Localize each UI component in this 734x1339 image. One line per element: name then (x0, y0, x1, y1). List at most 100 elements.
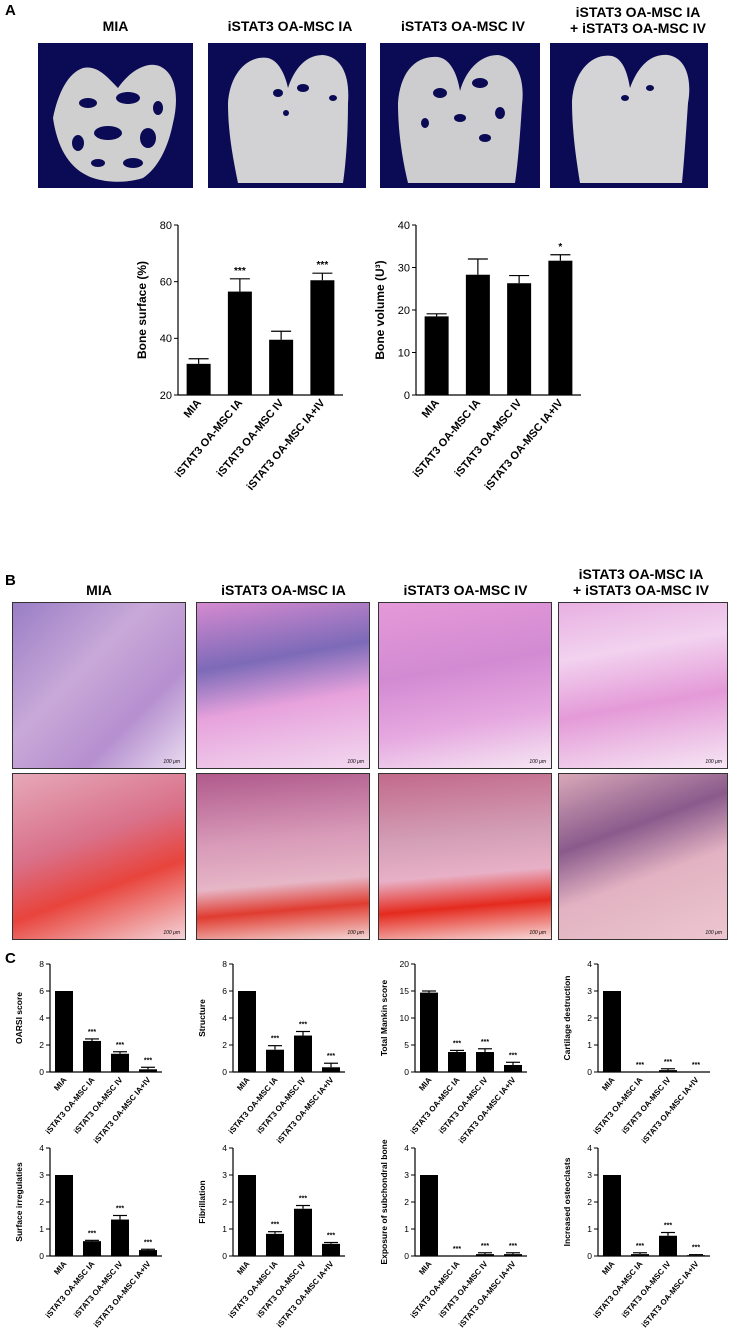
significance-label: *** (481, 1243, 489, 1250)
structure-chart: 0 2 4 6 8 Structure MIA *** iSTAT3 OA-MSC IA *** i… (197, 959, 345, 1145)
significance-label: *** (453, 1040, 461, 1047)
bar (659, 1070, 677, 1072)
significance-label: *** (636, 1243, 644, 1250)
col-title-ia: iSTAT3 OA-MSC IA (227, 18, 353, 34)
y-tick-label: 4 (587, 959, 592, 969)
category-label: iSTAT3 OA-MSC IA (409, 1075, 462, 1136)
significance-label: *** (116, 1042, 124, 1049)
femur-render (228, 55, 349, 183)
fibrillation-chart: 0 1 2 3 4 Fibrillation MIA *** iSTAT3 OA-MSC IA *… (197, 1143, 345, 1329)
bar (139, 1250, 157, 1256)
y-tick-label: 1 (39, 1224, 44, 1234)
bar (603, 991, 621, 1072)
category-label: iSTAT3 OA-MSC IA+IV (92, 1259, 153, 1329)
category-label: MIA (182, 397, 204, 420)
bar (266, 1233, 284, 1256)
microct-image-iv (380, 43, 540, 188)
significance-label: *** (509, 1243, 517, 1250)
significance-label: *** (144, 1057, 152, 1064)
y-tick-label: 2 (587, 1013, 592, 1023)
category-label: MIA (600, 1075, 616, 1092)
category-label: iSTAT3 OA-MSC IA (227, 1075, 280, 1136)
significance-label: *** (692, 1062, 700, 1069)
bar (238, 991, 256, 1072)
significance-label: *** (271, 1222, 279, 1229)
category-label: iSTAT3 OA-MSC IA+IV (245, 397, 328, 493)
category-label: iSTAT3 OA-MSC IA+IV (457, 1075, 518, 1145)
histology-he-iv: 100 μm (378, 602, 552, 769)
y-tick-label: 3 (587, 986, 592, 996)
y-tick-label: 1 (404, 1224, 409, 1234)
significance-label: *** (327, 1233, 335, 1240)
mankin-chart: 0 5 10 15 20 Total Mankin score MIA *** iSTAT3 O… (379, 959, 527, 1145)
panel-b-label: B (5, 572, 16, 589)
bar (420, 1175, 438, 1256)
category-label: iSTAT3 OA-MSC IV (255, 1259, 308, 1320)
bar (310, 280, 335, 395)
y-tick-label: 4 (222, 1143, 227, 1153)
bar (504, 1064, 522, 1072)
category-label: iSTAT3 OA-MSC IA+IV (457, 1259, 518, 1329)
bone-surface-chart: 20 40 60 80 Bone surface (%) MIA *** iSTAT3 OA-… (135, 220, 343, 493)
scale-bar-label: 100 μm (705, 759, 722, 765)
category-label: MIA (417, 1259, 433, 1276)
y-tick-label: 3 (587, 1170, 592, 1180)
bar (465, 274, 490, 395)
category-label: iSTAT3 OA-MSC IV (620, 1259, 673, 1320)
col-title-iv: iSTAT3 OA-MSC IV (401, 18, 525, 34)
histology-he-combined: 100 μm (558, 602, 728, 769)
osteoclasts-chart: 0 1 2 3 4 Increased osteoclasts MIA *** iSTAT3 O… (562, 1143, 710, 1329)
significance-label: *** (664, 1223, 672, 1230)
bar (111, 1219, 129, 1256)
y-axis-label: Increased osteoclasts (562, 1157, 572, 1246)
y-tick-label: 0 (404, 1067, 409, 1077)
y-tick-label: 0 (222, 1067, 227, 1077)
category-label: iSTAT3 OA-MSC IV (72, 1075, 125, 1136)
significance-label: *** (271, 1036, 279, 1043)
scale-bar-label: 100 μm (347, 759, 364, 765)
bar (424, 316, 449, 395)
significance-label: *** (664, 1059, 672, 1066)
histology-safranin-ia: 100 μm (196, 773, 370, 940)
col-title-combined-line2: + iSTAT3 OA-MSC IV (570, 20, 706, 36)
col-title-ia-b: iSTAT3 OA-MSC IA (221, 582, 346, 598)
y-tick-label: 1 (587, 1040, 592, 1050)
y-tick-label: 80 (160, 220, 172, 232)
microct-image-mia (38, 43, 193, 188)
microct-image-combined (550, 43, 708, 188)
y-tick-label: 20 (400, 959, 410, 969)
y-tick-label: 3 (404, 1170, 409, 1180)
histology-safranin-combined: 100 μm (558, 773, 728, 940)
significance-label: *** (116, 1206, 124, 1213)
category-label: MIA (417, 1075, 433, 1092)
scale-bar-label: 100 μm (705, 930, 722, 936)
bar (186, 363, 211, 395)
y-axis-label: Fibrillation (197, 1180, 207, 1223)
y-tick-label: 0 (222, 1251, 227, 1261)
y-tick-label: 2 (222, 1040, 227, 1050)
bar (294, 1208, 312, 1256)
bar (266, 1049, 284, 1072)
y-tick-label: 4 (39, 1143, 44, 1153)
significance-label: *** (692, 1245, 700, 1252)
y-axis-label: Total Mankin score (379, 980, 389, 1057)
scale-bar-label: 100 μm (529, 930, 546, 936)
significance-label: *** (234, 266, 246, 277)
bar (476, 1052, 494, 1072)
bone-volume-chart: 0 10 20 30 40 Bone volume (U³) MIA iSTAT3 OA-MS… (373, 220, 581, 493)
y-tick-label: 5 (404, 1040, 409, 1050)
femur-render (53, 64, 176, 182)
y-axis-label: Exposure of subchondral bone (379, 1139, 389, 1264)
cartilage-chart: 0 1 2 3 4 Cartilage destruction MIA *** iSTAT3 O… (562, 959, 710, 1145)
category-label: MIA (52, 1075, 68, 1092)
significance-label: *** (88, 1029, 96, 1036)
category-label: MIA (235, 1259, 251, 1276)
panel-c-label: C (5, 950, 16, 967)
category-label: iSTAT3 OA-MSC IA (227, 1259, 280, 1320)
category-label: MIA (52, 1259, 68, 1276)
significance-label: *** (453, 1246, 461, 1253)
significance-label: *** (88, 1230, 96, 1237)
y-tick-label: 3 (39, 1170, 44, 1180)
y-tick-label: 2 (39, 1197, 44, 1207)
y-tick-label: 2 (404, 1197, 409, 1207)
